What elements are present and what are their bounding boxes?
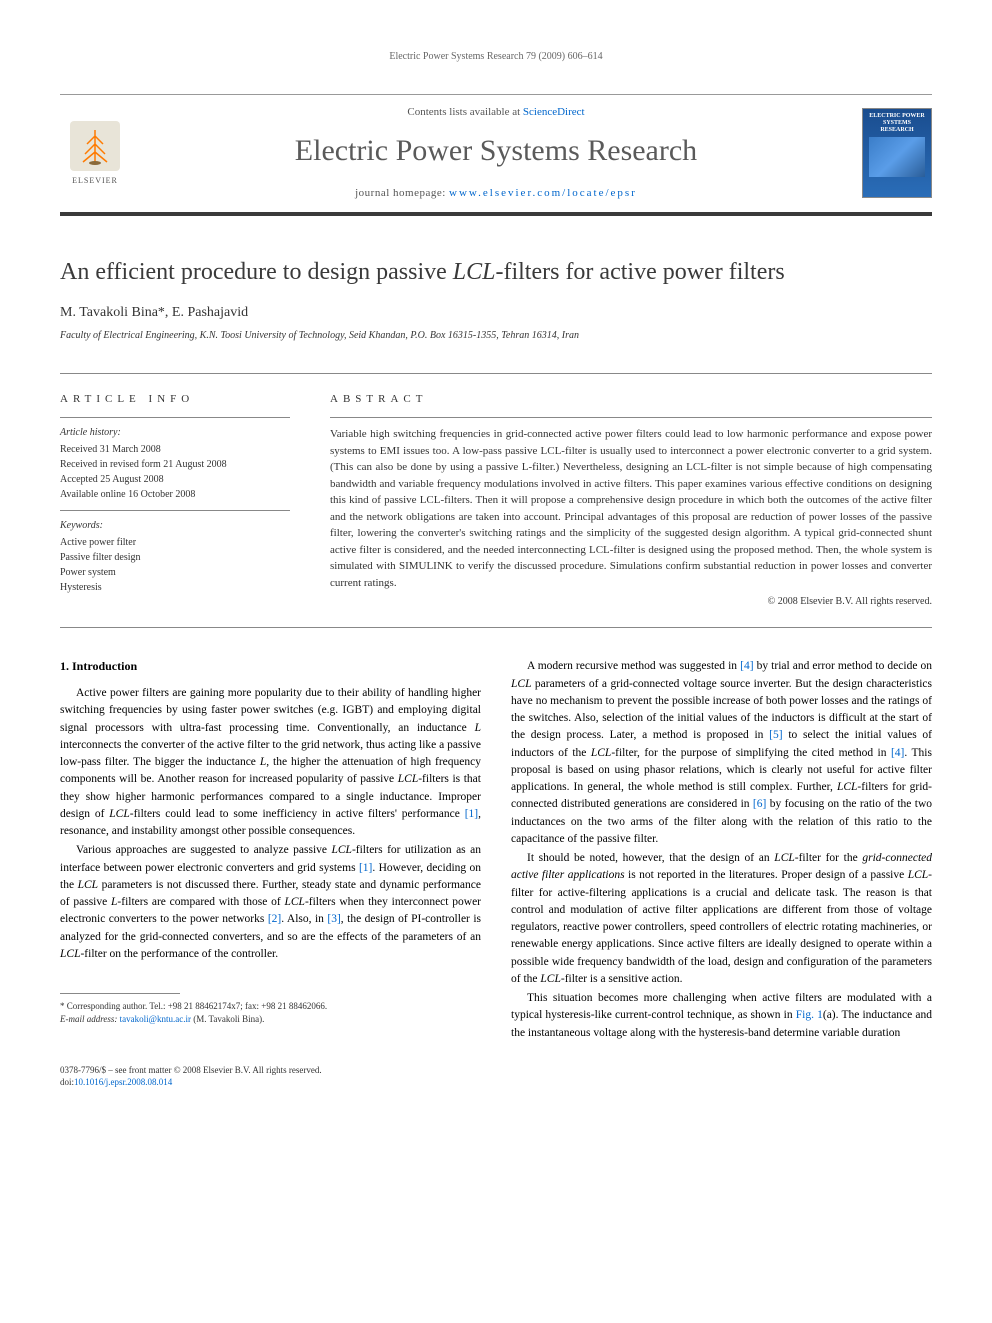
page-footer: 0378-7796/$ – see front matter © 2008 El… [60, 1064, 932, 1089]
keyword: Hysteresis [60, 580, 290, 595]
email-label: E-mail address: [60, 1014, 120, 1024]
right-column: A modern recursive method was suggested … [511, 658, 932, 1044]
article-info: ARTICLE INFO Article history: Received 3… [60, 392, 290, 609]
footer-doi: doi:10.1016/j.epsr.2008.08.014 [60, 1076, 932, 1089]
keywords-label: Keywords: [60, 519, 290, 533]
journal-name: Electric Power Systems Research [150, 130, 842, 172]
history-label: Article history: [60, 426, 290, 440]
abstract-text: Variable high switching frequencies in g… [330, 426, 932, 591]
sciencedirect-link[interactable]: ScienceDirect [523, 106, 585, 118]
abstract-body: Variable high switching frequencies in g… [330, 417, 932, 609]
elsevier-logo: ELSEVIER [60, 113, 130, 193]
ref-link[interactable]: [2] [268, 913, 281, 925]
article-title: An efficient procedure to design passive… [60, 256, 932, 290]
email-link[interactable]: tavakoli@kntu.ac.ir [120, 1014, 191, 1024]
homepage-prefix: journal homepage: [355, 187, 449, 199]
left-column: 1. Introduction Active power filters are… [60, 658, 481, 1044]
email-suffix: (M. Tavakoli Bina). [191, 1014, 264, 1024]
body-paragraph: It should be noted, however, that the de… [511, 850, 932, 988]
divider [60, 373, 932, 374]
publisher-name: ELSEVIER [72, 175, 118, 186]
history-line: Received 31 March 2008 [60, 442, 290, 457]
footnote: * Corresponding author. Tel.: +98 21 884… [60, 1000, 481, 1025]
cover-image [869, 137, 925, 177]
contents-prefix: Contents lists available at [407, 106, 522, 118]
abstract: ABSTRACT Variable high switching frequen… [330, 392, 932, 609]
doi-link[interactable]: 10.1016/j.epsr.2008.08.014 [74, 1077, 172, 1087]
cover-title: ELECTRIC POWER SYSTEMS RESEARCH [867, 113, 927, 133]
divider [60, 627, 932, 628]
masthead-center: Contents lists available at ScienceDirec… [150, 105, 842, 202]
title-block: An efficient procedure to design passive… [60, 256, 932, 343]
history-line: Accepted 25 August 2008 [60, 472, 290, 487]
ref-link[interactable]: [6] [753, 798, 766, 810]
info-abstract-row: ARTICLE INFO Article history: Received 3… [60, 392, 932, 609]
intro-heading: 1. Introduction [60, 658, 481, 675]
contents-line: Contents lists available at ScienceDirec… [150, 105, 842, 120]
body-paragraph: Active power filters are gaining more po… [60, 685, 481, 840]
elsevier-tree-icon [70, 121, 120, 171]
body-paragraph: Various approaches are suggested to anal… [60, 842, 481, 963]
footer-line1: 0378-7796/$ – see front matter © 2008 El… [60, 1064, 932, 1077]
ref-link[interactable]: [1] [465, 808, 478, 820]
body-columns: 1. Introduction Active power filters are… [60, 658, 932, 1044]
fig-link[interactable]: Fig. 1 [796, 1009, 823, 1021]
email-line: E-mail address: tavakoli@kntu.ac.ir (M. … [60, 1013, 481, 1026]
ref-link[interactable]: [3] [327, 913, 340, 925]
keywords-block: Keywords: Active power filter Passive fi… [60, 510, 290, 595]
page-container: Electric Power Systems Research 79 (2009… [0, 0, 992, 1129]
keyword: Power system [60, 565, 290, 580]
keyword: Active power filter [60, 535, 290, 550]
ref-link[interactable]: [5] [769, 729, 782, 741]
copyright: © 2008 Elsevier B.V. All rights reserved… [330, 595, 932, 609]
keyword: Passive filter design [60, 550, 290, 565]
body-paragraph: This situation becomes more challenging … [511, 990, 932, 1042]
ref-link[interactable]: [4] [740, 660, 753, 672]
ref-link[interactable]: [4] [891, 747, 904, 759]
running-header: Electric Power Systems Research 79 (2009… [60, 50, 932, 64]
affiliation: Faculty of Electrical Engineering, K.N. … [60, 329, 932, 343]
authors: M. Tavakoli Bina*, E. Pashajavid [60, 303, 932, 323]
history-block: Article history: Received 31 March 2008 … [60, 417, 290, 502]
masthead: ELSEVIER Contents lists available at Sci… [60, 94, 932, 216]
body-paragraph: A modern recursive method was suggested … [511, 658, 932, 848]
history-line: Received in revised form 21 August 2008 [60, 457, 290, 472]
homepage-link[interactable]: www.elsevier.com/locate/epsr [449, 187, 637, 199]
ref-link[interactable]: [1] [359, 862, 372, 874]
article-info-heading: ARTICLE INFO [60, 392, 290, 407]
doi-prefix: doi: [60, 1077, 74, 1087]
abstract-heading: ABSTRACT [330, 392, 932, 407]
homepage-line: journal homepage: www.elsevier.com/locat… [150, 186, 842, 201]
corresponding-author: * Corresponding author. Tel.: +98 21 884… [60, 1000, 481, 1013]
journal-cover: ELECTRIC POWER SYSTEMS RESEARCH [862, 108, 932, 198]
history-line: Available online 16 October 2008 [60, 487, 290, 502]
footnote-separator [60, 993, 180, 994]
